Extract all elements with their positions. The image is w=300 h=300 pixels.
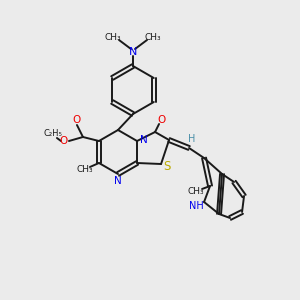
Text: NH: NH (189, 201, 203, 211)
Text: O: O (157, 115, 165, 125)
Text: O: O (60, 136, 68, 146)
Text: CH₃: CH₃ (105, 32, 121, 41)
Text: CH₃: CH₃ (145, 32, 161, 41)
Text: CH₃: CH₃ (76, 164, 93, 173)
Text: N: N (140, 135, 148, 145)
Text: S: S (164, 160, 171, 172)
Text: CH₃: CH₃ (188, 187, 204, 196)
Text: H: H (188, 134, 196, 144)
Text: N: N (114, 176, 122, 186)
Text: O: O (73, 115, 81, 125)
Text: N: N (129, 47, 137, 57)
Text: C₂H₅: C₂H₅ (44, 128, 62, 137)
